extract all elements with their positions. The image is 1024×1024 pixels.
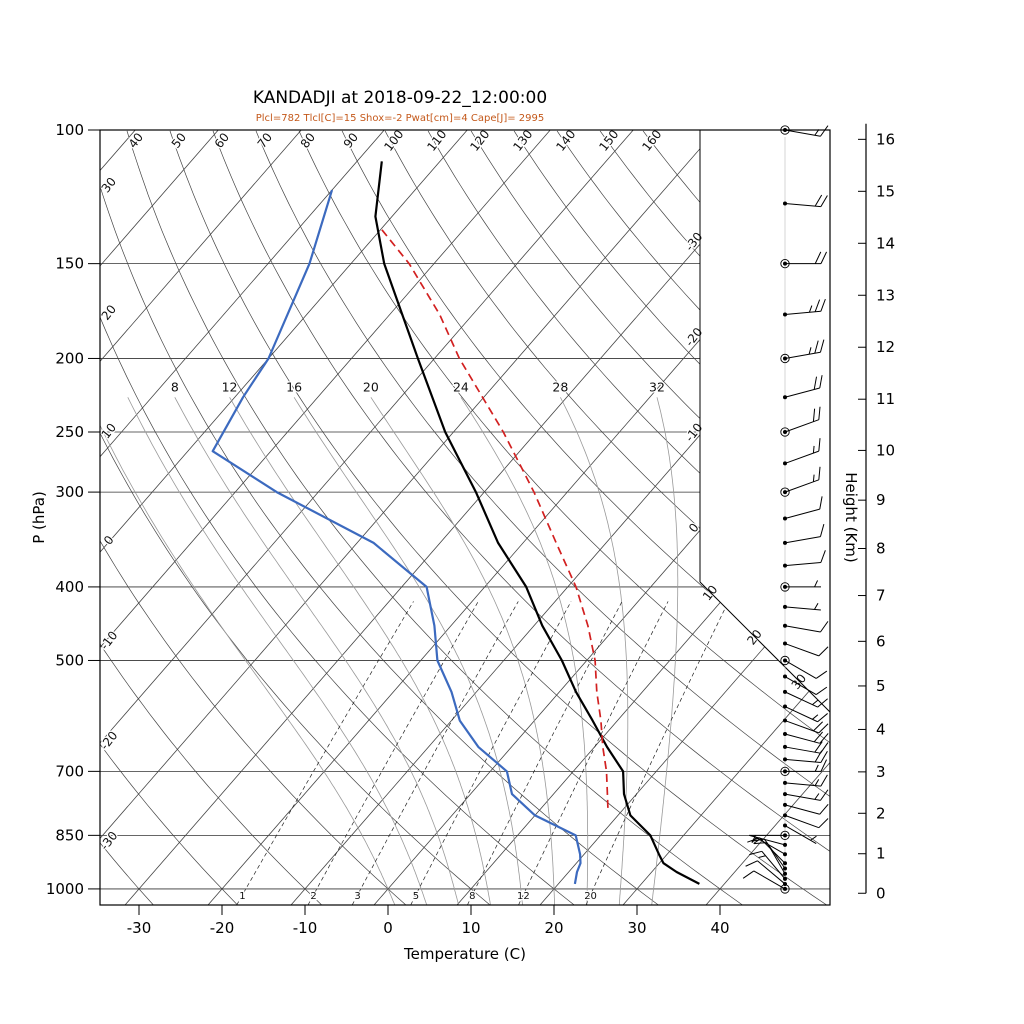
svg-text:-10: -10 bbox=[682, 420, 705, 444]
temp-tick-label: 30 bbox=[627, 919, 646, 937]
pressure-tick-label: 300 bbox=[55, 483, 84, 501]
svg-text:2: 2 bbox=[310, 891, 316, 902]
parcel-line bbox=[380, 228, 609, 808]
svg-text:28: 28 bbox=[552, 379, 568, 394]
svg-text:40: 40 bbox=[126, 130, 146, 151]
temp-tick-label: 40 bbox=[710, 919, 729, 937]
svg-text:60: 60 bbox=[212, 130, 232, 151]
svg-text:80: 80 bbox=[298, 130, 318, 151]
svg-text:90: 90 bbox=[341, 130, 361, 151]
x-axis-title: Temperature (C) bbox=[403, 945, 526, 963]
pressure-tick-label: 1000 bbox=[46, 880, 84, 898]
svg-text:8: 8 bbox=[171, 379, 179, 394]
chart-subtitle: Plcl=782 Tlcl[C]=15 Shox=-2 Pwat[cm]=4 C… bbox=[255, 113, 545, 124]
mandatory-level-circle bbox=[780, 353, 790, 364]
height-tick-label: 13 bbox=[876, 286, 895, 304]
svg-text:20: 20 bbox=[363, 379, 379, 394]
pressure-tick-label: 400 bbox=[55, 578, 84, 596]
right-axis-title: Height (Km) bbox=[842, 472, 860, 563]
height-tick-label: 3 bbox=[876, 763, 886, 781]
temperature-line bbox=[374, 161, 700, 885]
grid-layer bbox=[100, 130, 830, 905]
mandatory-level-circle bbox=[780, 582, 790, 592]
svg-text:20: 20 bbox=[584, 891, 597, 902]
dewpoint-line bbox=[211, 189, 582, 885]
svg-text:-10: -10 bbox=[97, 628, 120, 652]
temp-tick-label: 0 bbox=[383, 919, 393, 937]
height-tick-label: 7 bbox=[876, 587, 886, 605]
mandatory-level-circle bbox=[780, 125, 790, 135]
svg-text:12: 12 bbox=[222, 379, 238, 394]
height-tick-label: 5 bbox=[876, 677, 886, 695]
svg-text:16: 16 bbox=[286, 379, 302, 394]
temp-tick-label: -10 bbox=[293, 919, 318, 937]
pressure-tick-label: 700 bbox=[55, 762, 84, 780]
plot-frame bbox=[99, 129, 831, 906]
svg-text:1: 1 bbox=[239, 891, 245, 902]
temp-tick-label: -20 bbox=[210, 919, 235, 937]
height-tick-label: 10 bbox=[876, 441, 895, 459]
height-tick-label: 4 bbox=[876, 720, 886, 738]
mandatory-level-circle bbox=[780, 884, 790, 894]
height-tick-label: 15 bbox=[876, 182, 895, 200]
y-axis-title: P (hPa) bbox=[30, 491, 48, 544]
height-tick-label: 14 bbox=[876, 234, 895, 252]
mandatory-level-circle bbox=[780, 655, 790, 666]
pressure-tick-label: 500 bbox=[55, 651, 84, 669]
pressure-tick-label: 850 bbox=[55, 826, 84, 844]
svg-text:5: 5 bbox=[413, 891, 419, 902]
pressure-tick-label: 200 bbox=[55, 349, 84, 367]
height-tick-label: 1 bbox=[876, 845, 886, 863]
chart-title: KANDADJI at 2018-09-22_12:00:00 bbox=[252, 88, 548, 108]
svg-text:12: 12 bbox=[517, 891, 530, 902]
height-tick-label: 16 bbox=[876, 130, 895, 148]
mandatory-level-circle bbox=[780, 258, 790, 269]
svg-text:-30: -30 bbox=[682, 230, 705, 254]
height-tick-label: 0 bbox=[876, 884, 886, 902]
pressure-tick-label: 150 bbox=[55, 255, 84, 273]
pressure-tick-label: 250 bbox=[55, 423, 84, 441]
svg-text:24: 24 bbox=[453, 379, 469, 394]
height-tick-label: 11 bbox=[876, 390, 895, 408]
svg-text:8: 8 bbox=[469, 891, 475, 902]
svg-text:-20: -20 bbox=[97, 729, 120, 753]
height-tick-label: 6 bbox=[876, 632, 886, 650]
svg-text:-20: -20 bbox=[682, 325, 705, 349]
pressure-tick-label: 100 bbox=[55, 121, 84, 139]
svg-text:32: 32 bbox=[649, 379, 665, 394]
height-tick-label: 12 bbox=[876, 338, 895, 356]
temp-tick-label: 10 bbox=[461, 919, 480, 937]
height-tick-label: 8 bbox=[876, 540, 886, 558]
svg-text:70: 70 bbox=[255, 130, 275, 151]
temp-tick-label: 20 bbox=[544, 919, 563, 937]
mandatory-level-circle bbox=[780, 766, 790, 777]
wind-barbs bbox=[742, 125, 829, 894]
svg-text:-30: -30 bbox=[97, 829, 120, 853]
svg-text:50: 50 bbox=[169, 130, 189, 151]
mandatory-level-circle bbox=[780, 830, 790, 841]
mandatory-level-circle bbox=[780, 487, 790, 497]
height-tick-label: 9 bbox=[876, 491, 886, 509]
svg-text:20: 20 bbox=[99, 302, 119, 323]
mandatory-level-circle bbox=[780, 427, 790, 437]
svg-text:3: 3 bbox=[354, 891, 360, 902]
height-tick-label: 2 bbox=[876, 804, 886, 822]
profiles bbox=[211, 161, 700, 885]
temp-tick-label: -30 bbox=[127, 919, 152, 937]
